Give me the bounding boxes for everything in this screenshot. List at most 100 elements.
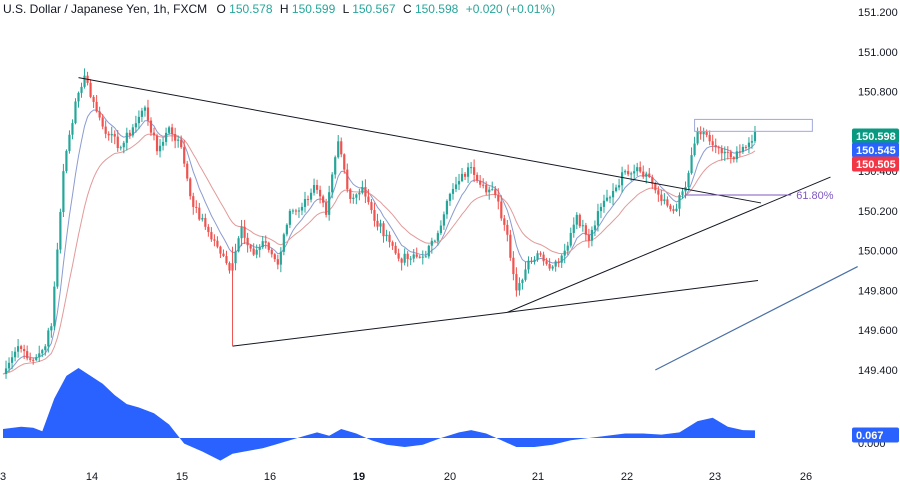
candle [107,131,110,141]
candle [397,248,400,262]
candle-body [180,139,183,148]
candle-body [137,116,140,124]
candle [436,230,439,246]
candle [539,251,542,257]
candle [44,344,47,356]
candle [497,188,500,210]
candle-body [524,269,527,280]
candle-body [433,240,436,242]
price-axis[interactable]: 151.200151.000150.800150.400150.200150.0… [858,7,898,450]
x-tick-label: 21 [532,471,544,483]
candle [86,71,89,86]
candle [32,357,35,365]
candle [400,257,403,271]
candle-body [415,254,418,257]
low-label: L [343,2,350,16]
candle [578,213,581,229]
candle [7,357,11,373]
candle [315,179,319,194]
candle [4,360,8,379]
candle-body [201,218,204,220]
trendline[interactable] [232,311,508,347]
candle-body [352,197,355,199]
candle [705,129,708,138]
candle-body [319,189,322,197]
candle [213,234,216,247]
candle-body [240,226,243,239]
candle [174,127,177,149]
price-badge-text: 150.545 [856,145,896,157]
candle-body [690,155,693,174]
candle [264,235,267,249]
trendline[interactable] [507,176,831,313]
candle-body [364,187,367,197]
candle [306,195,310,206]
candle-body [20,346,23,350]
candle [509,229,512,261]
candle [403,248,406,266]
candle-body [557,261,560,263]
candle [168,125,171,135]
x-tick-label: 15 [176,471,188,483]
candle [225,250,228,265]
candle-body [376,220,379,227]
candle-body [80,86,83,93]
candle [624,169,627,175]
candle-body [349,189,352,199]
candle [161,137,165,151]
candle-body [663,199,666,201]
trendline[interactable] [78,77,762,204]
candle [394,242,397,255]
candle-body [388,234,391,243]
x-tick-label: 19 [353,471,365,483]
candle [563,243,566,264]
candle [708,130,711,146]
candle-body [614,187,618,191]
candle [164,127,168,146]
candle-body [128,132,131,136]
candle [146,99,150,126]
candle-body [590,229,593,241]
candle-body [654,183,657,191]
candle-body [409,258,412,260]
candle-body [331,174,334,193]
blue-trendline[interactable] [655,266,858,371]
candle [611,183,615,206]
candle-body [309,192,313,200]
candle [621,166,624,193]
time-axis[interactable]: 3 14 15 16 19 20 21 22 23 26 [0,471,812,483]
candle-body [140,110,144,117]
candle-body [699,131,702,135]
candle [53,281,56,330]
trendline[interactable] [507,280,759,313]
candle-body [252,248,255,255]
close-label: C [403,2,412,16]
candle-body [152,132,156,136]
candle-body [693,143,696,156]
price-badge-bg [852,128,899,144]
price-badge: 150.505 [852,156,899,172]
candle [288,208,291,229]
candle-body [234,251,237,264]
candle-body [261,241,264,248]
y-tick-label: 150.000 [858,246,898,258]
candle [657,186,660,202]
resistance-zone[interactable] [694,118,813,132]
candle-body [630,173,633,175]
candle-body [391,242,394,246]
candle-body [744,146,748,148]
y-tick-label: 149.600 [858,325,898,337]
candle-body [122,142,125,148]
candle-body [92,96,95,102]
candle-body [720,148,723,154]
candle [77,91,80,108]
candle [346,163,349,193]
candle [35,354,38,362]
candle-body [143,107,147,111]
candle [482,178,485,189]
candle [494,186,497,199]
candle [738,144,741,157]
trend-drawings[interactable]: 61.80% [78,77,858,371]
